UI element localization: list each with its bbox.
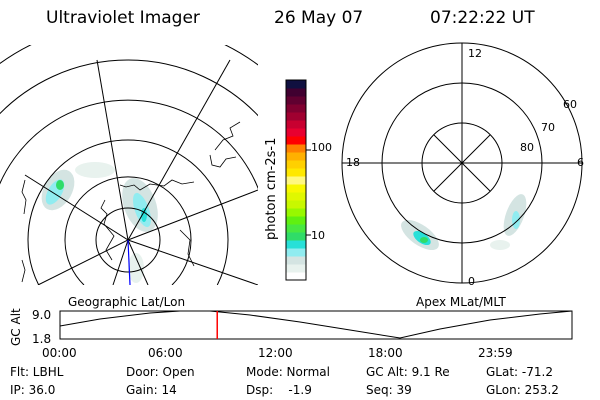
mode-info: Mode: Normal — [246, 365, 330, 379]
aurora-blob — [128, 253, 144, 283]
sun-direction-line — [127, 239, 131, 285]
ip-info: IP: 36.0 — [10, 383, 56, 397]
dsp-info: Dsp: -1.9 — [246, 383, 312, 397]
colorbar-swatch — [286, 112, 306, 121]
meridian-line — [24, 174, 129, 241]
meridian-line — [127, 59, 231, 241]
colorbar-swatch — [286, 264, 306, 273]
instrument-title: Ultraviolet Imager — [46, 8, 200, 28]
xtick-1200: 12:00 — [258, 346, 293, 360]
colorbar-swatch — [286, 208, 306, 217]
mlt-line — [433, 134, 491, 192]
gc-alt-info: GC Alt: 9.1 Re — [366, 365, 450, 379]
aurora-blob — [512, 211, 520, 229]
lat-label-80: 80 — [520, 141, 534, 154]
meridian-line — [96, 59, 129, 241]
ytick-1-8: 1.8 — [32, 332, 52, 346]
mlt-label-12: 12 — [468, 47, 482, 60]
colorbar-swatch — [286, 120, 306, 129]
meridian-line — [127, 239, 149, 285]
colorbar-tick-10: 10 — [311, 229, 325, 242]
colorbar-swatch — [286, 96, 306, 105]
xtick-2359: 23:59 — [478, 346, 513, 360]
meridian-line — [127, 189, 258, 241]
mlt-label-0: 0 — [468, 275, 475, 288]
colorbar-swatch — [286, 224, 306, 233]
right-map-label: Apex MLat/MLT — [416, 295, 506, 309]
coastline — [21, 179, 27, 283]
latitude-circle — [64, 176, 192, 285]
date-label: 26 May 07 — [274, 8, 364, 28]
colorbar-swatch — [286, 176, 306, 185]
latitude-circle — [95, 207, 161, 273]
colorbar-swatch — [286, 240, 306, 249]
colorbar-swatch — [286, 152, 306, 161]
aurora-blob — [490, 240, 510, 250]
altitude-plot-frame — [59, 310, 573, 340]
ytick-9: 9.0 — [32, 308, 52, 322]
colorbar-swatch — [286, 256, 306, 265]
xtick-1800: 18:00 — [368, 346, 403, 360]
colorbar-swatch — [286, 80, 306, 89]
colorbar-swatch — [286, 184, 306, 193]
lat-label-60: 60 — [563, 98, 577, 111]
lat-label-70: 70 — [541, 121, 555, 134]
colorbar-tick-100: 100 — [311, 141, 332, 154]
meridian-line — [37, 239, 129, 285]
aurora-blob — [420, 237, 428, 243]
meridian-line — [112, 239, 129, 285]
altitude-ylabel: GC Alt — [9, 308, 23, 346]
glon-info: GLon: 253.2 — [486, 383, 559, 397]
xtick-0000: 00:00 — [42, 346, 77, 360]
latitude-circle — [27, 139, 229, 285]
colorbar-swatch — [286, 248, 306, 257]
meridian-line — [127, 239, 258, 285]
colorbar-swatch — [286, 104, 306, 113]
coastline — [100, 121, 241, 267]
door-info: Door: Open — [126, 365, 195, 379]
colorbar-swatch — [286, 192, 306, 201]
altitude-curve — [59, 310, 573, 339]
colorbar-swatch — [286, 128, 306, 137]
time-label: 07:22:22 UT — [430, 8, 535, 28]
mlt-label-6: 6 — [577, 156, 584, 169]
colorbar-swatch — [286, 88, 306, 97]
seq-info: Seq: 39 — [366, 383, 412, 397]
xtick-0600: 06:00 — [148, 346, 183, 360]
glat-info: GLat: -71.2 — [486, 365, 553, 379]
aurora-blob — [75, 162, 115, 178]
left-map-label: Geographic Lat/Lon — [68, 295, 186, 309]
colorbar-swatch — [286, 168, 306, 177]
colorbar-swatch — [286, 144, 306, 153]
colorbar-swatch — [286, 200, 306, 209]
aurora-blob — [56, 180, 64, 190]
colorbar-swatch — [286, 232, 306, 241]
latitude-circle — [0, 59, 258, 117]
colorbar-swatch — [286, 272, 306, 281]
gain-info: Gain: 14 — [126, 383, 177, 397]
colorbar-frame — [285, 79, 307, 281]
colorbar-swatch — [286, 136, 306, 145]
colorbar-swatch — [286, 216, 306, 225]
filter-info: Flt: LBHL — [10, 365, 64, 379]
latitude-circle — [0, 99, 258, 190]
colorbar-swatch — [286, 160, 306, 169]
mlt-label-18: 18 — [346, 156, 360, 169]
